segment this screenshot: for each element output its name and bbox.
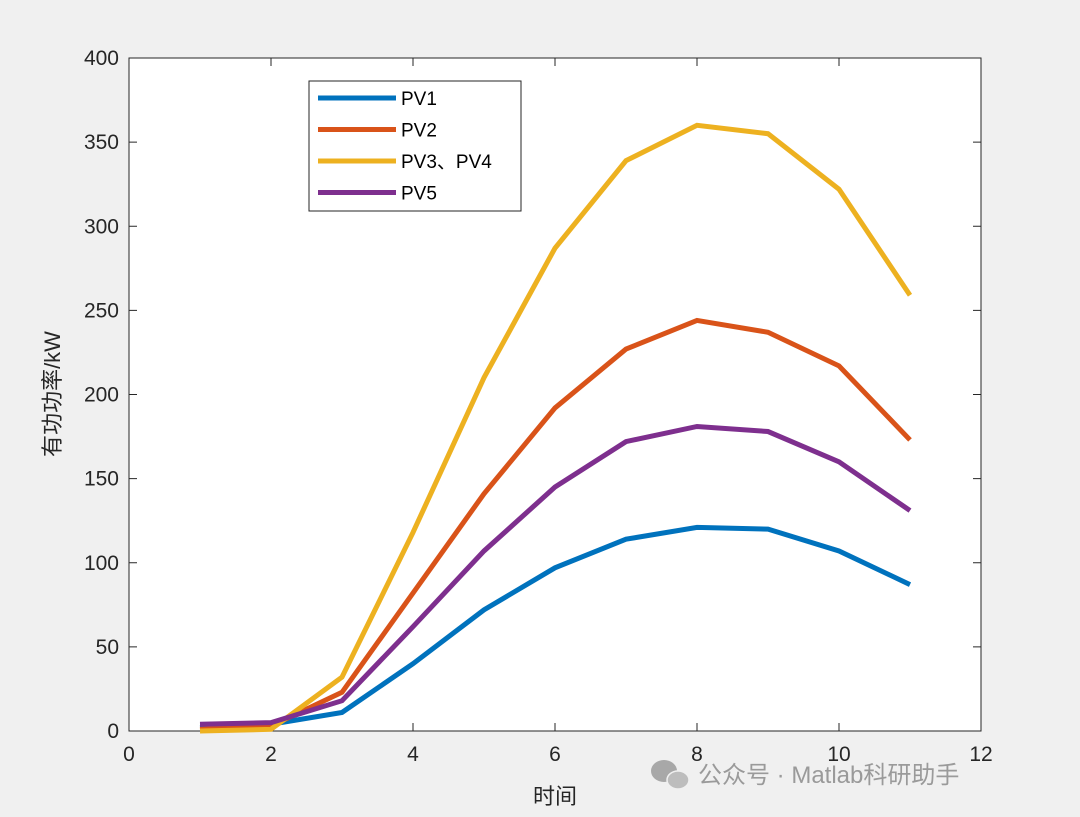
x-tick-label: 8 xyxy=(691,743,703,766)
legend-label: PV5 xyxy=(401,184,437,205)
x-tick-label: 0 xyxy=(123,743,135,766)
series-line-pv5 xyxy=(199,423,912,727)
legend-box xyxy=(308,80,522,212)
y-tick-label: 100 xyxy=(84,552,119,575)
watermark: 公众号 · Matlab科研助手 xyxy=(651,760,959,790)
y-axis-label: 有功功率/kW xyxy=(40,331,65,457)
y-tick-label: 50 xyxy=(96,636,119,659)
x-axis-label: 时间 xyxy=(533,784,577,809)
x-tick-label: 12 xyxy=(969,743,992,766)
y-tick-label: 300 xyxy=(84,215,119,238)
y-tick-label: 250 xyxy=(84,299,119,322)
watermark-text: 公众号 · Matlab科研助手 xyxy=(698,762,959,789)
legend: PV1 PV2 PV3、PV4 PV5 xyxy=(308,80,522,212)
plot-area xyxy=(128,57,982,732)
series-line-pv3-pv4 xyxy=(199,122,913,734)
legend-label: PV2 xyxy=(401,121,437,142)
y-tick-label: 200 xyxy=(84,384,119,407)
y-tick-label: 150 xyxy=(84,468,119,491)
legend-label: PV3、PV4 xyxy=(401,152,492,173)
y-tick-label: 0 xyxy=(107,720,119,743)
series-line-pv2 xyxy=(199,317,912,732)
legend-label: PV1 xyxy=(401,89,437,110)
x-tick-label: 2 xyxy=(265,743,277,766)
series-line-pv1 xyxy=(199,524,912,731)
y-tick-label: 400 xyxy=(84,47,119,70)
x-tick-label: 10 xyxy=(827,743,850,766)
wechat-icon xyxy=(651,760,690,790)
x-tick-label: 6 xyxy=(549,743,561,766)
x-tick-label: 4 xyxy=(407,743,419,766)
y-tick-label: 350 xyxy=(84,131,119,154)
